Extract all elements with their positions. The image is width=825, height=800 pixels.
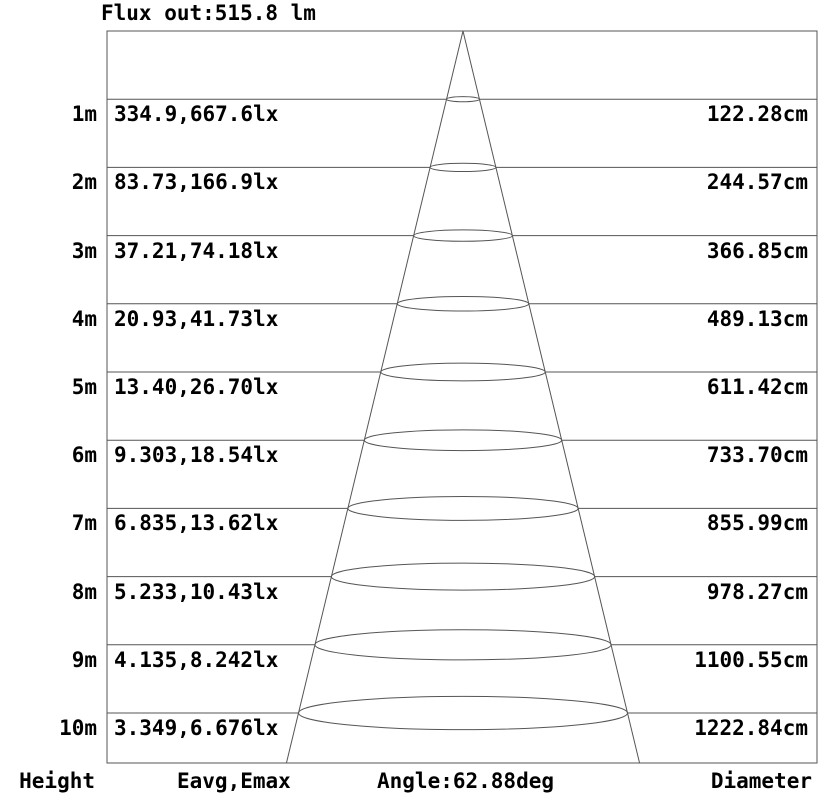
row-height-label: 1m: [71, 102, 97, 127]
row-height-label: 2m: [71, 170, 97, 195]
row-diameter-value: 1100.55cm: [694, 647, 808, 672]
row-diameter-value: 244.57cm: [706, 170, 808, 195]
row-height-label: 9m: [71, 647, 97, 672]
diagram-row: 1m 334.9,667.6lx 122.28cm: [0, 102, 825, 127]
diagram-row: 7m 6.835,13.62lx 855.99cm: [0, 511, 825, 536]
row-eavg-emax-value: 9.303,18.54lx: [114, 443, 279, 468]
footer-height-label: Height: [19, 769, 95, 793]
diagram-row: 8m 5.233,10.43lx 978.27cm: [0, 580, 825, 605]
row-height-label: 3m: [71, 238, 97, 263]
row-height-label: 7m: [71, 511, 97, 536]
row-diameter-value: 122.28cm: [706, 102, 808, 127]
row-eavg-emax-value: 334.9,667.6lx: [114, 102, 279, 127]
row-diameter-value: 366.85cm: [706, 238, 808, 263]
diagram-row: 2m 83.73,166.9lx 244.57cm: [0, 170, 825, 195]
row-eavg-emax-value: 5.233,10.43lx: [114, 579, 279, 604]
row-height-label: 4m: [71, 306, 97, 331]
row-eavg-emax-value: 4.135,8.242lx: [114, 647, 279, 672]
flux-out-label: Flux out:515.8 lm: [101, 1, 316, 25]
row-diameter-value: 733.70cm: [706, 443, 808, 468]
row-diameter-value: 489.13cm: [706, 306, 808, 331]
row-diameter-value: 1222.84cm: [694, 716, 808, 740]
row-eavg-emax-value: 3.349,6.676lx: [114, 716, 279, 740]
row-height-label: 8m: [71, 579, 97, 604]
row-diameter-value: 611.42cm: [706, 375, 808, 399]
footer-diameter-label: Diameter: [710, 769, 812, 793]
row-eavg-emax-value: 37.21,74.18lx: [114, 238, 279, 263]
row-diameter-value: 978.27cm: [706, 579, 808, 604]
diagram-row: 5m 13.40,26.70lx 611.42cm: [0, 375, 825, 400]
row-eavg-emax-value: 6.835,13.62lx: [114, 511, 279, 536]
diagram-row: 9m 4.135,8.242lx 1100.55cm: [0, 648, 825, 673]
footer-eavg-emax-label: Eavg,Emax: [177, 769, 291, 793]
row-height-label: 10m: [59, 716, 97, 740]
row-eavg-emax-value: 13.40,26.70lx: [114, 375, 279, 399]
row-height-label: 5m: [71, 375, 97, 399]
row-height-label: 6m: [71, 443, 97, 468]
footer-beam-angle-label: Angle:62.88deg: [377, 769, 555, 793]
diagram-row: 10m 3.349,6.676lx 1222.84cm: [0, 716, 825, 741]
diagram-row: 3m 37.21,74.18lx 366.85cm: [0, 239, 825, 264]
diagram-row: 4m 20.93,41.73lx 489.13cm: [0, 307, 825, 332]
row-diameter-value: 855.99cm: [706, 511, 808, 536]
row-eavg-emax-value: 20.93,41.73lx: [114, 306, 279, 331]
diagram-row: 6m 9.303,18.54lx 733.70cm: [0, 443, 825, 468]
row-eavg-emax-value: 83.73,166.9lx: [114, 170, 279, 195]
